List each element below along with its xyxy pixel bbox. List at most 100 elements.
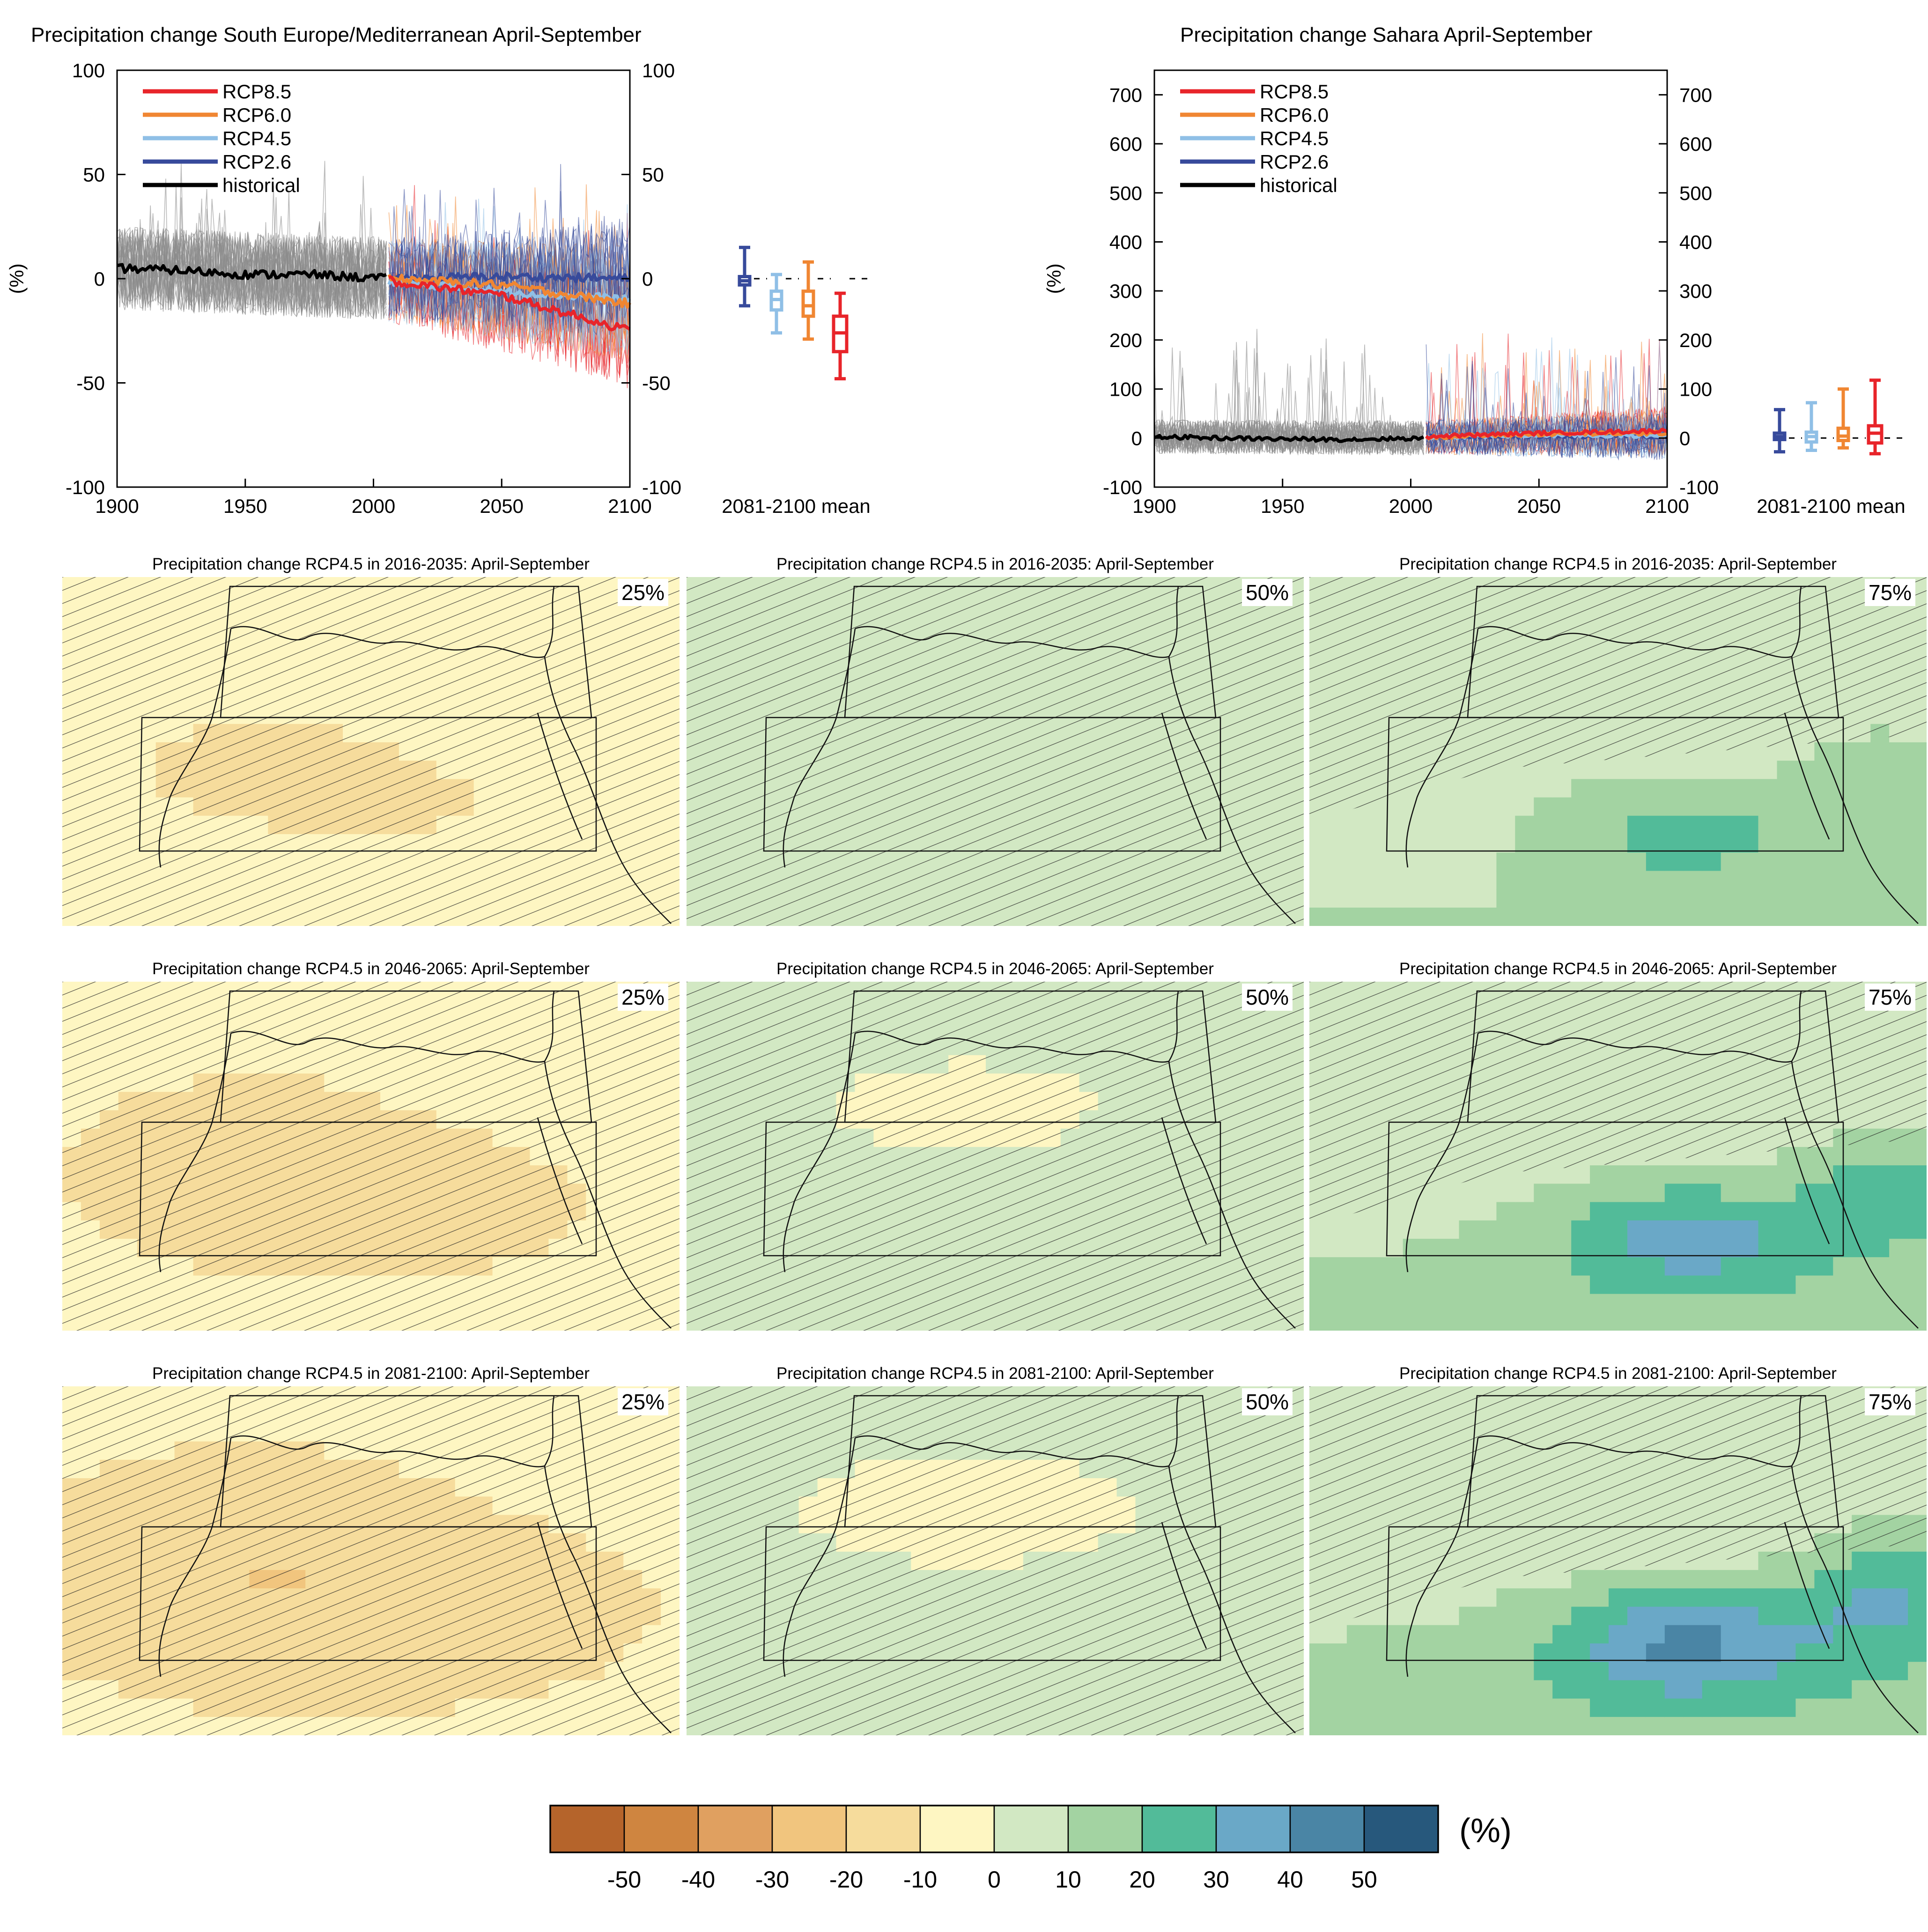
map-cell [1664, 1220, 1684, 1239]
map-cell [1328, 1275, 1347, 1295]
map-cell [1609, 1257, 1628, 1276]
map-cell [1365, 1294, 1385, 1313]
red-sea-coastline [537, 1522, 583, 1649]
x-tick-label: 1950 [223, 495, 267, 517]
historical-member-line [117, 230, 387, 318]
percentile-label: 75% [1865, 984, 1916, 1011]
map-cell [1814, 907, 1834, 926]
map-cell [1571, 871, 1591, 890]
map-cell [1664, 852, 1684, 872]
map-cell [1534, 797, 1553, 816]
map-cell [1459, 1220, 1478, 1239]
map-panel [687, 982, 1304, 1331]
map-cell [1515, 1257, 1535, 1276]
map-cell [1777, 779, 1796, 798]
map-cell [1702, 1312, 1721, 1331]
map-cell [1309, 1257, 1329, 1276]
map-cell [1627, 761, 1647, 780]
map-cell [1777, 1275, 1796, 1295]
map-cell [1795, 779, 1815, 798]
map-cell [1459, 907, 1478, 926]
map-cell [1627, 834, 1647, 853]
map-cell [1496, 815, 1516, 835]
map-cell [1384, 1312, 1404, 1331]
map-cell [1833, 871, 1853, 890]
map-cell [1515, 852, 1535, 872]
map-cell [1459, 1294, 1478, 1313]
map-cell [1646, 1238, 1665, 1258]
x-tick-label: 2000 [1389, 495, 1433, 517]
red-sea-coastline [537, 712, 583, 840]
map-cell [1758, 1294, 1778, 1313]
map-cell [1609, 1220, 1628, 1239]
map-cell [1908, 815, 1927, 835]
map-cell [1627, 1275, 1647, 1295]
scenario-member-line [1426, 361, 1667, 458]
map-cell [1590, 1294, 1609, 1313]
map-cell [1889, 1147, 1908, 1166]
map-cell [1814, 779, 1834, 798]
mean-period-label: 2081-2100 mean [1757, 495, 1906, 517]
map-cell [1721, 1275, 1740, 1295]
map-cell [1739, 1220, 1759, 1239]
map-cell [1870, 834, 1890, 853]
map-cell [1721, 907, 1740, 926]
region-box-sahara [139, 717, 597, 852]
map-cell [1477, 1238, 1497, 1258]
map-cell [1627, 797, 1647, 816]
y-tick-label: 0 [1131, 427, 1142, 449]
map-cell [1889, 815, 1908, 835]
red-sea-coastline [1784, 712, 1830, 840]
map-cell [1702, 871, 1721, 890]
map-cell [1646, 1312, 1665, 1331]
map-cell [1552, 907, 1572, 926]
x-tick-label: 2050 [480, 495, 524, 517]
map-cell [1833, 907, 1853, 926]
map-cell [1609, 907, 1628, 926]
map-cell [1552, 1184, 1572, 1203]
map-cell [1459, 1238, 1478, 1258]
map-cell [1721, 852, 1740, 872]
map-cell [1365, 889, 1385, 908]
map-cell [1477, 1202, 1497, 1221]
map-cell [1721, 779, 1740, 798]
map-cell [1440, 1275, 1460, 1295]
map-cell [1908, 779, 1927, 798]
percentile-label: 75% [1865, 579, 1916, 606]
map-cell [1664, 815, 1684, 835]
map-cell [1702, 1202, 1721, 1221]
map-cell [1777, 1220, 1796, 1239]
map-cell [1571, 1165, 1591, 1184]
coastline [158, 586, 672, 924]
map-cell [1777, 852, 1796, 872]
map-cell [1609, 1275, 1628, 1295]
map-cell [1477, 834, 1497, 853]
map-cell [1646, 779, 1665, 798]
map-cell [1777, 797, 1796, 816]
map-cell [1440, 797, 1460, 816]
map-cell [1889, 1257, 1908, 1276]
map-cell [1795, 1257, 1815, 1276]
map-cell [1664, 889, 1684, 908]
coastline [158, 1395, 672, 1733]
significance-hatching [1309, 982, 1927, 1226]
y-tick-label-right: -100 [1679, 476, 1719, 498]
map-cell [1459, 1202, 1478, 1221]
map-cell [1870, 797, 1890, 816]
map-cell [1403, 1257, 1422, 1276]
map-cell [1421, 1294, 1441, 1313]
map-cell [1889, 889, 1908, 908]
map-cell [1908, 889, 1927, 908]
map-cell [1889, 1294, 1908, 1313]
map-cell [1496, 1312, 1516, 1331]
map-cell [1814, 1184, 1834, 1203]
map-cell [1459, 797, 1478, 816]
map-cell [1571, 797, 1591, 816]
x-tick-label: 2100 [1645, 495, 1689, 517]
map-cell [1590, 1184, 1609, 1203]
map-cell [1384, 1275, 1404, 1295]
map-cell [1609, 1312, 1628, 1331]
y-axis-label: (%) [1043, 263, 1065, 294]
map-cell [1627, 779, 1647, 798]
map-cell [1908, 871, 1927, 890]
